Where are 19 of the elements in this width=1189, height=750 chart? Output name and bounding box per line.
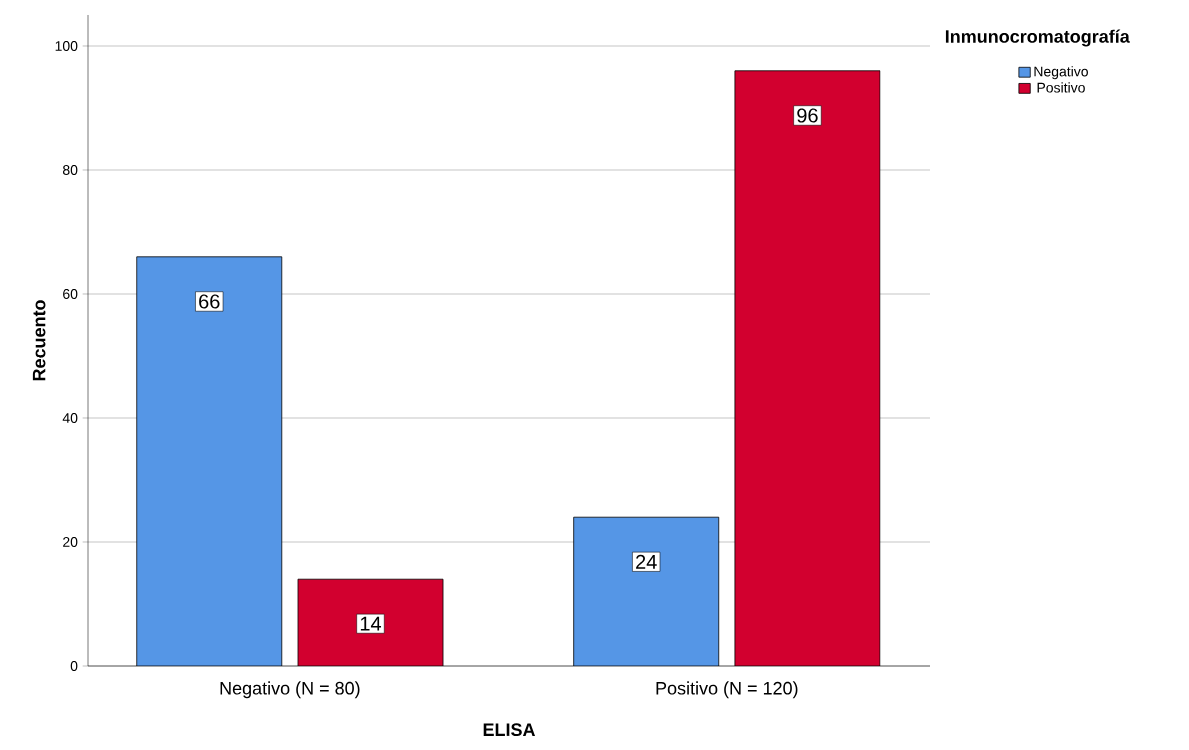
y-tick-label: 40 [62,413,78,423]
data-label: 14 [360,616,382,631]
data-label: 24 [636,554,657,569]
bar [573,516,720,666]
y-tick-label: 20 [63,537,78,547]
data-label: 66 [199,294,220,309]
legend-title: Inmunocromatografía [945,29,1130,47]
y-tick-label: 100 [55,41,78,51]
x-axis-title: ELISA [483,723,536,737]
y-tick-label: 80 [62,165,78,175]
y-axis-title: Recuento [32,300,46,381]
legend-label: Positivo [1037,82,1085,93]
x-tick-label: Positivo (N = 120) [656,681,798,699]
legend-label: Negativo [1034,66,1088,80]
bar [136,256,283,666]
x-tick-label: Negativo (N = 80) [220,681,360,699]
y-tick-label: 0 [70,661,78,671]
y-tick-label: 60 [63,289,78,299]
data-label: 96 [797,108,818,123]
